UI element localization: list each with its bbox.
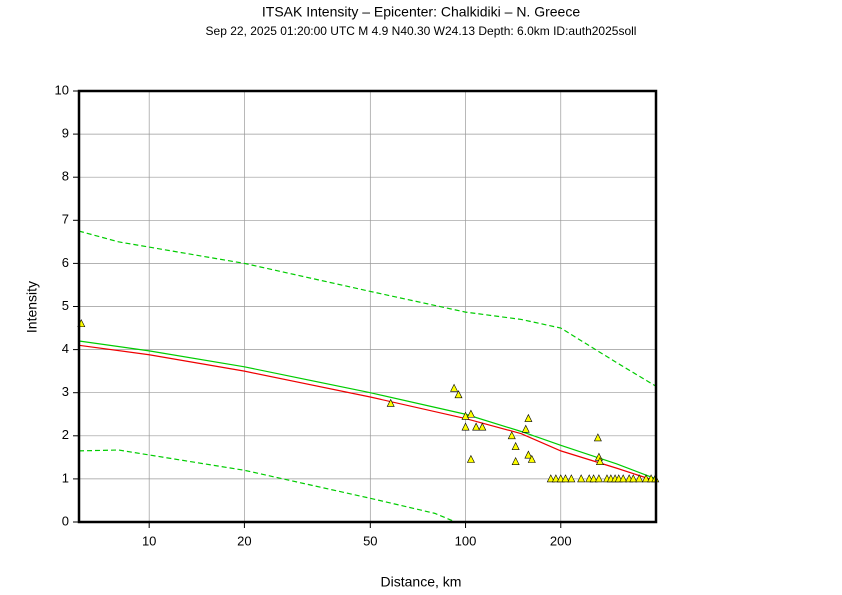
y-tick-label: 2 <box>62 427 69 442</box>
observation <box>546 474 555 483</box>
x-tick-label: 10 <box>142 533 156 548</box>
y-tick-label: 0 <box>62 513 69 528</box>
observation <box>527 454 536 463</box>
observation <box>594 474 603 483</box>
y-axis-label: Intensity <box>24 281 40 333</box>
y-tick-label: 1 <box>62 470 69 485</box>
y-tick-label: 5 <box>62 298 69 313</box>
observation <box>461 422 470 431</box>
y-tick-label: 6 <box>62 255 69 270</box>
y-tick-label: 8 <box>62 169 69 184</box>
observation <box>466 454 475 463</box>
observation <box>556 474 565 483</box>
observation <box>524 413 533 422</box>
observation <box>567 474 576 483</box>
y-tick-label: 9 <box>62 126 69 141</box>
chart-subtitle: Sep 22, 2025 01:20:00 UTC M 4.9 N40.30 W… <box>206 24 637 38</box>
observation <box>521 424 530 433</box>
observation <box>472 422 481 431</box>
bound-line <box>79 449 456 522</box>
fit-line <box>79 344 656 482</box>
observation <box>478 422 487 431</box>
observation <box>551 474 560 483</box>
observation <box>619 474 628 483</box>
bound-line <box>79 230 656 387</box>
observation <box>461 411 470 420</box>
fit-line <box>79 340 656 480</box>
x-tick-label: 50 <box>363 533 377 548</box>
observation <box>511 456 520 465</box>
observation <box>595 456 604 465</box>
y-tick-label: 4 <box>62 341 69 356</box>
observation <box>593 433 602 442</box>
x-tick-label: 20 <box>237 533 251 548</box>
x-tick-label: 200 <box>550 533 572 548</box>
observation <box>450 383 459 392</box>
observation <box>561 474 570 483</box>
observation <box>511 441 520 450</box>
observation <box>507 431 516 440</box>
observation <box>635 474 644 483</box>
y-tick-label: 7 <box>62 212 69 227</box>
y-tick-label: 10 <box>55 82 69 97</box>
observation <box>454 390 463 399</box>
y-tick-label: 3 <box>62 384 69 399</box>
observation <box>577 474 586 483</box>
x-tick-label: 100 <box>455 533 477 548</box>
plot-frame <box>77 89 658 524</box>
observation <box>629 474 638 483</box>
observation <box>642 474 651 483</box>
x-axis-label: Distance, km <box>381 574 462 590</box>
observation <box>589 474 598 483</box>
observation <box>386 398 395 407</box>
observation <box>524 450 533 459</box>
observation <box>466 409 475 418</box>
chart-title: ITSAK Intensity – Epicenter: Chalkidiki … <box>262 4 580 20</box>
